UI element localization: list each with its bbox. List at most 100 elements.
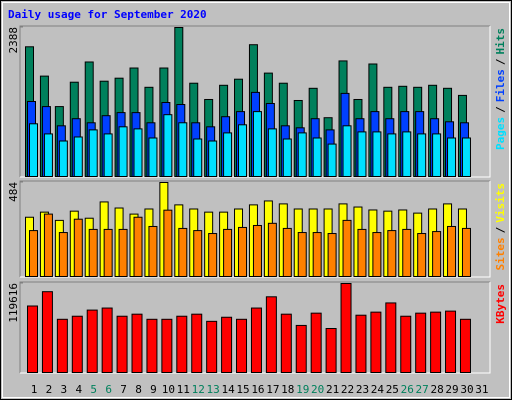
x-tick-label: 30	[460, 383, 473, 396]
bar	[161, 318, 173, 373]
bar	[73, 136, 83, 177]
bar	[178, 227, 188, 277]
bar	[208, 233, 218, 277]
bar	[385, 302, 397, 373]
bar	[430, 311, 442, 373]
bar	[88, 129, 98, 177]
x-tick-label: 1	[31, 383, 38, 396]
bar	[415, 312, 427, 373]
bar	[267, 128, 277, 178]
bar	[432, 133, 442, 177]
bar	[295, 324, 307, 373]
bar	[163, 209, 173, 277]
bar	[133, 128, 143, 178]
bar	[29, 123, 38, 177]
bar	[223, 132, 233, 177]
bar	[372, 232, 382, 277]
panel-border	[19, 180, 490, 277]
bar	[73, 218, 83, 277]
x-tick-label: 7	[120, 383, 127, 396]
bar	[312, 137, 322, 177]
bar	[58, 140, 68, 177]
bar	[327, 143, 337, 177]
bar	[402, 228, 412, 278]
bar	[342, 125, 352, 178]
bar	[447, 225, 457, 278]
bar	[223, 228, 233, 278]
bar	[238, 226, 248, 277]
bar	[459, 318, 471, 373]
bar	[236, 318, 248, 373]
bar	[445, 310, 457, 373]
x-tick-label: 14	[221, 383, 235, 396]
bar	[43, 213, 53, 278]
bar	[447, 137, 457, 177]
bar	[101, 307, 113, 374]
bar	[41, 291, 53, 373]
legend-entry: Hits	[494, 28, 507, 55]
legend: Pages / Files / Hits	[494, 28, 507, 150]
bar	[131, 313, 143, 373]
x-tick-label: 12	[192, 383, 205, 396]
x-tick-label: 29	[445, 383, 458, 396]
bar	[86, 309, 98, 374]
chart-title: Daily usage for September 2020	[8, 8, 207, 21]
bar	[461, 137, 471, 177]
bar	[29, 230, 38, 277]
bar	[267, 222, 277, 277]
bar	[372, 131, 382, 178]
legend: Sites / Visits	[494, 183, 507, 271]
x-tick-label: 25	[386, 383, 399, 396]
bar	[206, 320, 218, 374]
bar	[370, 311, 382, 373]
bar	[146, 318, 158, 373]
x-tick-label: 21	[326, 383, 339, 396]
bar	[163, 114, 173, 177]
legend-entry: Visits	[494, 183, 507, 223]
bar	[387, 230, 397, 277]
bar	[148, 225, 158, 278]
x-tick-label: 2	[46, 383, 53, 396]
x-tick-label: 28	[430, 383, 443, 396]
x-tick-label: 15	[236, 383, 249, 396]
bar	[282, 227, 292, 277]
x-tick-label: 10	[162, 383, 175, 396]
legend-entry: Sites	[494, 237, 507, 270]
bar	[327, 233, 337, 277]
bar	[280, 313, 292, 373]
x-tick-label: 11	[177, 383, 190, 396]
bar	[355, 314, 367, 373]
x-tick-label: 6	[105, 383, 112, 396]
bar	[103, 133, 113, 177]
bar	[357, 228, 367, 278]
bar	[310, 312, 322, 373]
x-tick-label: 16	[251, 383, 264, 396]
bar	[58, 232, 68, 277]
bar	[340, 283, 352, 373]
bar	[297, 232, 307, 277]
bar	[118, 228, 128, 278]
bar	[402, 131, 412, 178]
x-tick-label: 26	[401, 383, 414, 396]
x-tick-label: 9	[150, 383, 157, 396]
legend-entry: KBytes	[494, 284, 507, 324]
x-tick-label: 27	[416, 383, 429, 396]
bar	[43, 133, 53, 177]
bar	[252, 224, 262, 277]
bar	[387, 133, 397, 177]
bar	[208, 140, 218, 177]
x-tick-label: 8	[135, 383, 142, 396]
x-tick-label: 17	[266, 383, 279, 396]
bar	[417, 233, 427, 277]
bar	[221, 316, 233, 373]
bar	[252, 111, 262, 177]
bar	[297, 132, 307, 177]
bar	[116, 315, 128, 373]
x-tick-label: 3	[61, 383, 68, 396]
x-tick-label: 31	[475, 383, 488, 396]
bar	[432, 231, 442, 278]
bar	[193, 230, 203, 277]
bar	[103, 228, 113, 278]
